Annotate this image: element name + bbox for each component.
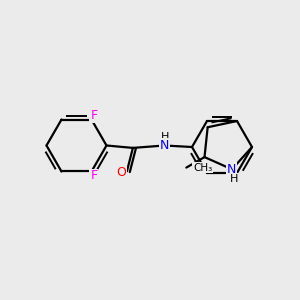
Text: N: N [160, 139, 169, 152]
Text: H: H [161, 131, 170, 142]
Text: CH₃: CH₃ [193, 163, 212, 172]
Text: F: F [90, 169, 98, 182]
Text: F: F [90, 110, 98, 122]
Text: O: O [117, 166, 126, 179]
Text: H: H [230, 174, 238, 184]
Text: N: N [227, 163, 237, 176]
